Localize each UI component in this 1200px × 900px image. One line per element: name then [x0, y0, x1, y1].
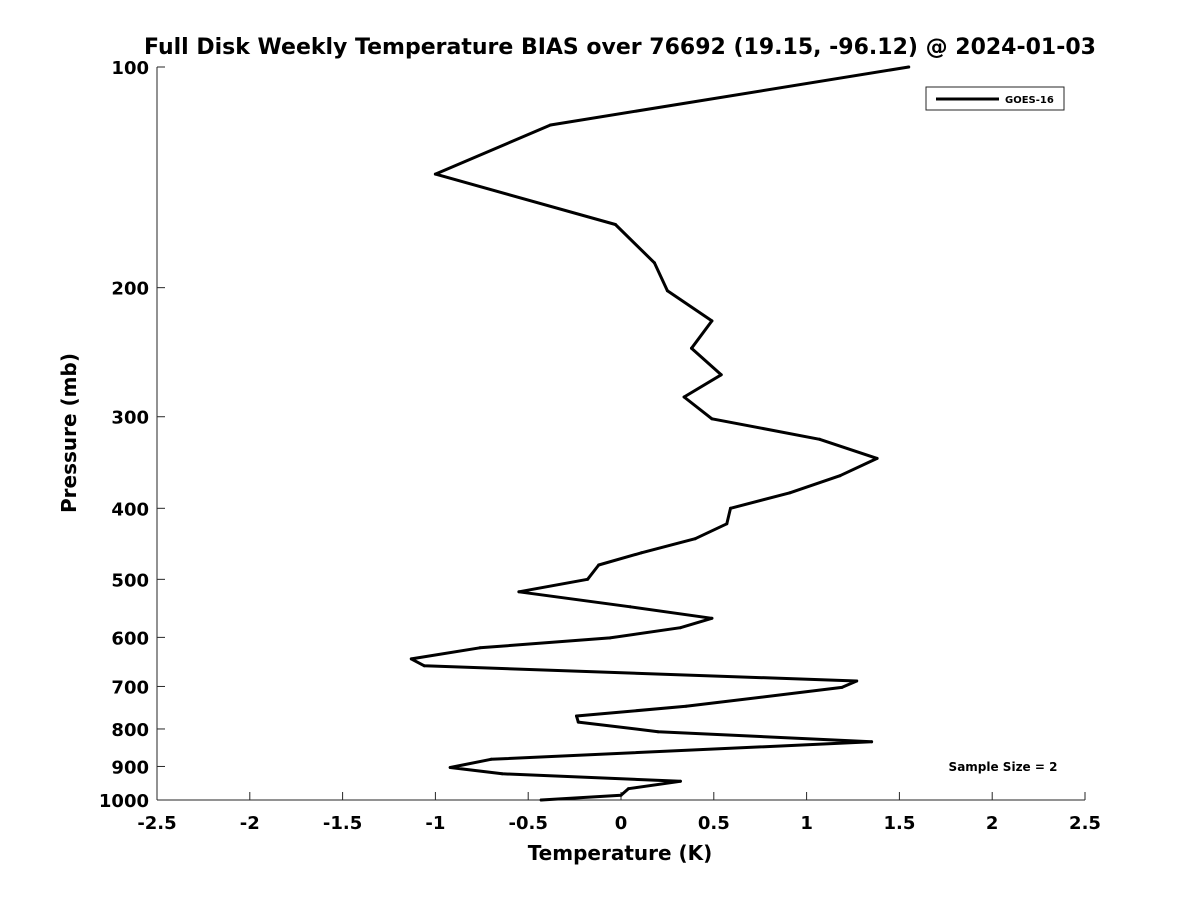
data-point [652, 261, 656, 265]
data-point [409, 657, 413, 661]
data-point [875, 456, 879, 460]
chart-title: Full Disk Weekly Temperature BIAS over 7… [144, 35, 1096, 60]
data-point [840, 685, 844, 689]
x-tick-label: 0.5 [698, 813, 730, 834]
x-tick-label: 1 [800, 813, 813, 834]
x-tick-label: 2 [986, 813, 999, 834]
data-point [788, 491, 792, 495]
x-tick-label: 1.5 [883, 813, 915, 834]
data-point [586, 577, 590, 581]
data-point [693, 537, 697, 541]
data-point [682, 395, 686, 399]
y-tick-label: 500 [111, 570, 149, 591]
legend-label-goes-16: GOES-16 [1005, 95, 1054, 106]
y-tick-label: 200 [111, 279, 149, 300]
data-point [639, 551, 643, 555]
data-point [433, 172, 437, 176]
x-tick-label: -2.5 [137, 813, 176, 834]
data-point [626, 787, 630, 791]
data-point [678, 626, 682, 630]
data-point [665, 289, 669, 293]
x-tick-label: 2.5 [1069, 813, 1101, 834]
data-point [656, 730, 660, 734]
data-point [613, 223, 617, 226]
data-point [489, 757, 493, 761]
data-point [855, 679, 859, 683]
y-axis-label: Pressure (mb) [57, 353, 81, 513]
data-point [597, 563, 601, 567]
data-point [500, 772, 504, 776]
data-point [539, 798, 543, 802]
y-tick-label: 300 [111, 408, 149, 429]
data-point [838, 474, 842, 478]
data-point [576, 720, 580, 724]
data-point [710, 319, 714, 323]
data-point [725, 522, 729, 526]
data-point [729, 506, 732, 510]
x-tick-label: -2 [240, 813, 260, 834]
x-tick-label: 0 [615, 813, 628, 834]
data-point [549, 123, 552, 127]
data-point [448, 766, 452, 769]
data-point [678, 779, 682, 783]
y-tick-label: 600 [111, 628, 149, 649]
data-point [517, 590, 521, 594]
x-axis-label: Temperature (K) [528, 841, 713, 865]
data-point [907, 65, 911, 69]
data-point [870, 740, 874, 744]
data-point [628, 605, 632, 609]
data-point [710, 417, 714, 421]
data-point [608, 636, 612, 640]
y-tick-label: 900 [111, 757, 149, 778]
y-tick-label: 100 [111, 58, 149, 79]
data-point [478, 646, 482, 650]
data-point [710, 616, 714, 620]
x-axis-ticks: -2.5 -2 -1.5 -1 -0.5 0 0.5 1 1.5 2 2.5 [137, 792, 1101, 834]
legend: GOES-16 [925, 86, 1065, 111]
y-axis-ticks: 100 200 300 400 500 600 700 800 900 1000 [99, 58, 165, 812]
data-point [690, 346, 693, 350]
series-points [409, 65, 911, 802]
y-tick-label: 1000 [99, 791, 149, 812]
y-tick-label: 700 [111, 677, 149, 698]
data-point [619, 793, 623, 797]
y-tick-label: 800 [111, 720, 149, 741]
data-point [818, 437, 822, 441]
x-tick-label: -0.5 [509, 813, 548, 834]
x-tick-label: -1.5 [323, 813, 362, 834]
data-point [719, 373, 723, 377]
data-point [684, 704, 688, 708]
data-point [422, 664, 426, 668]
x-tick-label: -1 [425, 813, 445, 834]
data-point [575, 714, 578, 718]
y-tick-label: 400 [111, 499, 149, 520]
sample-size-annotation: Sample Size = 2 [949, 760, 1058, 774]
